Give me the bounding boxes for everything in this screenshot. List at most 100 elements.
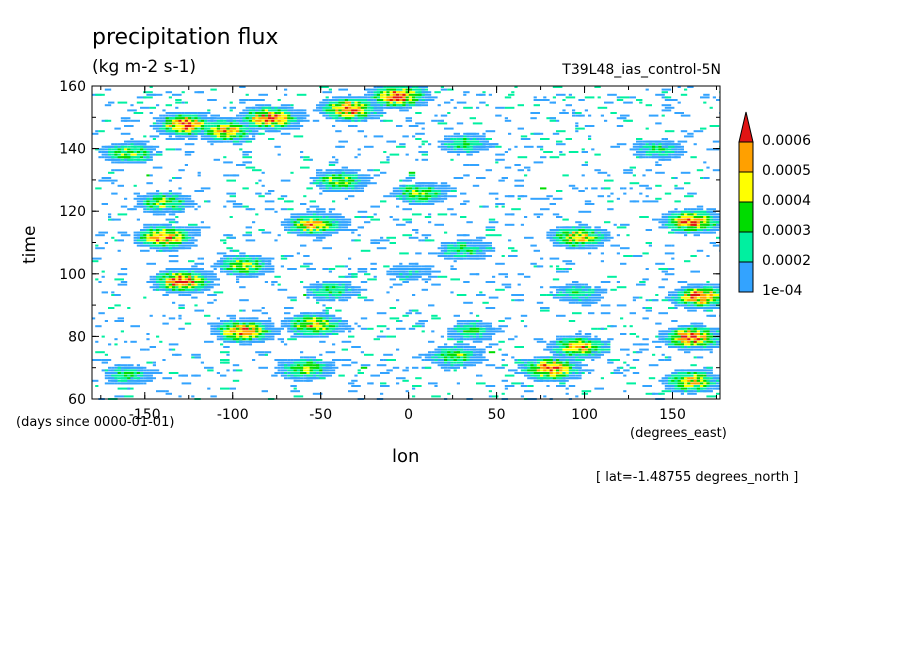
heatmap-cell (229, 265, 233, 268)
heatmap-cell (290, 117, 294, 120)
heatmap-cell (572, 312, 582, 315)
heatmap-cell (389, 268, 396, 270)
heatmap-cell (466, 140, 473, 143)
heatmap-cell (594, 356, 601, 359)
heatmap-cell (559, 348, 563, 351)
heatmap-cell (552, 286, 563, 289)
heatmap-cell (402, 184, 406, 187)
heatmap-cell (450, 333, 454, 335)
heatmap-cell (210, 132, 217, 135)
heatmap-cell (402, 195, 409, 198)
heatmap-cell (319, 182, 323, 185)
heatmap-cell (482, 91, 486, 94)
heatmap-cell (252, 265, 256, 268)
heatmap-cell (629, 312, 636, 315)
heatmap-cell (386, 99, 390, 101)
heatmap-cell (668, 340, 672, 343)
heatmap-cell (456, 356, 460, 359)
heatmap-cell (396, 205, 400, 208)
heatmap-cell (607, 361, 614, 364)
heatmap-cell (472, 122, 483, 125)
heatmap-cell (684, 291, 688, 294)
heatmap-cell (536, 340, 547, 343)
heatmap-cell (245, 327, 249, 330)
heatmap-cell (421, 190, 425, 192)
heatmap-cell (156, 236, 160, 239)
heatmap-cell (357, 130, 364, 133)
heatmap-cell (373, 338, 380, 341)
heatmap-cell (255, 99, 265, 101)
heatmap-cell (335, 179, 339, 182)
heatmap-cell (319, 177, 323, 179)
heatmap-cell (239, 140, 249, 143)
heatmap-cell (101, 270, 105, 273)
heatmap-cell (568, 346, 572, 348)
heatmap-cell (242, 135, 246, 138)
heatmap-cell (479, 353, 483, 356)
heatmap-cell (546, 294, 556, 296)
heatmap-cell (495, 205, 499, 208)
heatmap-cell (495, 158, 505, 161)
heatmap-cell (594, 226, 601, 229)
heatmap-cell (575, 333, 579, 335)
heatmap-cell (332, 294, 336, 296)
heatmap-cell (690, 270, 700, 273)
heatmap-cell (207, 278, 211, 281)
heatmap-cell (316, 208, 326, 211)
heatmap-cell (655, 171, 665, 174)
heatmap-cell (309, 205, 320, 208)
heatmap-cell (463, 333, 467, 335)
heatmap-cell (677, 281, 688, 283)
heatmap-cell (575, 221, 582, 224)
heatmap-cell (111, 151, 115, 153)
heatmap-cell (418, 200, 422, 203)
heatmap-cell (437, 187, 441, 190)
heatmap-cell (149, 156, 153, 159)
heatmap-cell (290, 112, 294, 114)
heatmap-cell (354, 184, 361, 187)
heatmap-cell (584, 231, 588, 234)
heatmap-cell (706, 208, 716, 211)
heatmap-cell (316, 210, 326, 213)
heatmap-cell (277, 153, 281, 156)
heatmap-cell (223, 205, 227, 208)
heatmap-cell (130, 119, 140, 122)
heatmap-cell (306, 187, 313, 190)
heatmap-cell (319, 330, 323, 333)
heatmap-cell (460, 244, 464, 247)
heatmap-cell (367, 109, 371, 112)
heatmap-cell (364, 273, 371, 276)
heatmap-cell (220, 140, 224, 143)
heatmap-cell (716, 340, 720, 343)
heatmap-cell (463, 234, 470, 237)
heatmap-cell (268, 190, 275, 192)
heatmap-cell (268, 317, 272, 320)
heatmap-cell (482, 132, 486, 135)
heatmap-cell (325, 281, 329, 283)
heatmap-cell (200, 226, 211, 229)
heatmap-cell (428, 252, 438, 255)
heatmap-cell (175, 177, 182, 179)
heatmap-cell (568, 93, 572, 96)
heatmap-cell (572, 294, 576, 296)
heatmap-cell (428, 143, 432, 146)
heatmap-cell (549, 117, 556, 120)
heatmap-cell (319, 179, 323, 182)
heatmap-cell (338, 291, 342, 294)
heatmap-cell (242, 340, 246, 343)
heatmap-cell (431, 270, 441, 273)
heatmap-cell (661, 221, 665, 224)
heatmap-cell (344, 182, 348, 185)
heatmap-cell (559, 361, 563, 364)
heatmap-cell (322, 229, 329, 231)
heatmap-cell (322, 179, 326, 182)
heatmap-cell (188, 281, 192, 283)
heatmap-cell (584, 226, 588, 229)
heatmap-cell (418, 104, 422, 107)
heatmap-cell (146, 262, 156, 265)
heatmap-cell (159, 270, 163, 273)
heatmap-cell (661, 109, 672, 112)
heatmap-cell (354, 101, 358, 104)
heatmap-cell (226, 260, 230, 263)
heatmap-cell (716, 330, 720, 333)
